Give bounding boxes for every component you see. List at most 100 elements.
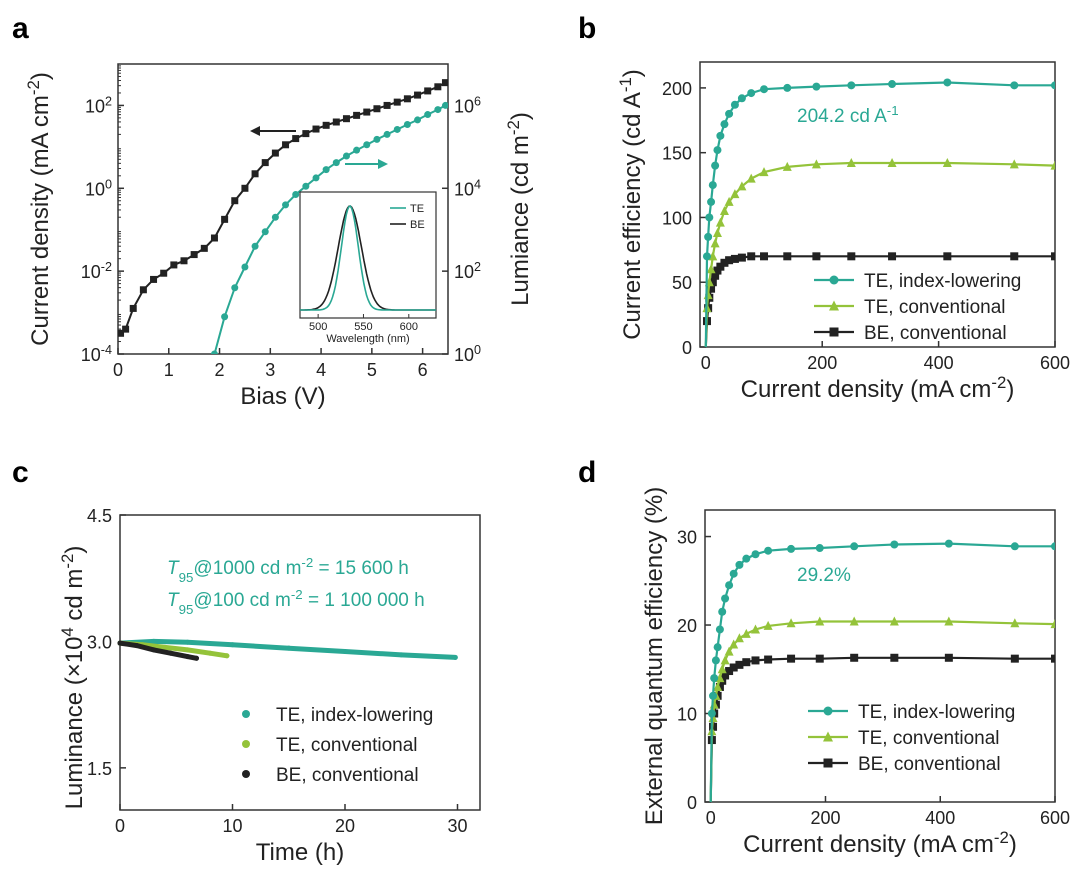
data-point <box>185 654 190 660</box>
panel-letter-b: b <box>578 12 596 45</box>
legend-marker <box>823 758 833 768</box>
data-point <box>185 647 190 653</box>
lifetime-annotation: T95@1000 cd m-2 = 15 600 h <box>167 555 409 585</box>
data-point <box>734 633 744 643</box>
data-point <box>707 709 716 718</box>
data-point <box>888 252 897 261</box>
data-point <box>812 82 821 91</box>
luminance-arrowhead-icon <box>378 159 388 169</box>
data-point <box>815 544 824 553</box>
data-point <box>353 111 361 119</box>
data-point <box>251 242 259 250</box>
data-point <box>271 213 279 221</box>
data-point <box>286 645 292 651</box>
x-tick-label: 4 <box>316 360 326 380</box>
legend-label: BE, conventional <box>858 754 1001 775</box>
data-point <box>393 98 401 106</box>
x-tick-label: 400 <box>924 353 954 373</box>
data-point <box>707 197 716 206</box>
inset-x-tick-label: 500 <box>309 321 327 333</box>
x-tick-label: 0 <box>115 816 125 836</box>
legend-marker <box>242 770 250 778</box>
data-point <box>763 620 773 630</box>
panel-d-plot <box>707 539 1055 802</box>
data-point <box>1010 542 1019 551</box>
data-point <box>414 116 422 124</box>
data-point <box>750 624 760 634</box>
data-point <box>725 109 734 118</box>
data-point <box>332 159 340 167</box>
data-point <box>170 261 178 269</box>
x-tick-label: 0 <box>701 353 711 373</box>
panel-a-plot <box>118 79 448 354</box>
data-point <box>730 100 739 109</box>
data-point <box>724 646 734 656</box>
data-point <box>139 286 147 294</box>
data-point <box>230 642 235 648</box>
data-point <box>210 234 218 242</box>
data-point <box>424 111 432 119</box>
data-point <box>1010 654 1019 663</box>
data-point <box>942 158 952 168</box>
data-point <box>724 196 734 206</box>
x-axis-title: Bias (V) <box>240 383 325 410</box>
data-point <box>706 264 716 274</box>
inset-te-spectrum <box>300 205 436 311</box>
data-point <box>353 146 361 154</box>
data-point <box>434 83 442 91</box>
data-point <box>434 106 442 114</box>
x-tick-label: 10 <box>222 816 242 836</box>
data-point <box>944 539 953 548</box>
data-point <box>151 647 157 653</box>
panel-d-chart: 0 200 400 600 0 10 20 30 Current density (mA cm-… <box>641 487 1070 858</box>
y-tick-label: 10-4 <box>81 343 112 365</box>
data-point <box>363 108 371 116</box>
data-point <box>151 638 157 644</box>
y-tick-label: 102 <box>85 94 112 116</box>
data-point <box>710 674 719 683</box>
data-point <box>741 628 751 638</box>
legend-marker <box>823 731 833 742</box>
data-point <box>764 655 773 664</box>
data-point <box>403 95 411 103</box>
data-point <box>815 616 825 626</box>
data-point <box>168 650 174 656</box>
data-point <box>441 101 448 109</box>
data-point <box>847 81 856 90</box>
legend-label: TE, conventional <box>276 735 418 756</box>
data-point <box>312 174 320 182</box>
data-point <box>737 181 747 191</box>
data-point <box>850 653 859 662</box>
data-point <box>850 542 859 551</box>
data-point <box>846 158 856 168</box>
data-point <box>117 640 123 646</box>
y2-tick-label: 106 <box>454 94 481 116</box>
y-tick-label: 3.0 <box>87 632 112 652</box>
y2-tick-label: 102 <box>454 260 481 282</box>
data-point <box>292 135 300 143</box>
data-point <box>737 253 746 262</box>
series-line <box>704 81 1055 347</box>
y-axis-title: External quantum efficiency (%) <box>641 487 668 825</box>
data-point <box>720 120 729 129</box>
data-point <box>231 197 239 205</box>
data-point <box>783 83 792 92</box>
panel-a-frame <box>117 63 449 355</box>
legend-marker <box>829 275 839 285</box>
data-point <box>764 546 773 555</box>
data-point <box>729 569 738 578</box>
data-point <box>746 173 756 183</box>
data-point <box>342 649 348 655</box>
current-arrowhead-icon <box>250 126 260 136</box>
data-point <box>707 284 716 293</box>
x-tick-label: 3 <box>265 360 275 380</box>
y-tick-label: 200 <box>662 79 692 99</box>
data-point <box>787 544 796 553</box>
y-tick-label: 150 <box>662 144 692 164</box>
data-point <box>282 141 290 149</box>
data-point <box>847 252 856 261</box>
data-point <box>1009 159 1019 169</box>
data-point <box>708 181 717 190</box>
data-point <box>393 125 401 133</box>
